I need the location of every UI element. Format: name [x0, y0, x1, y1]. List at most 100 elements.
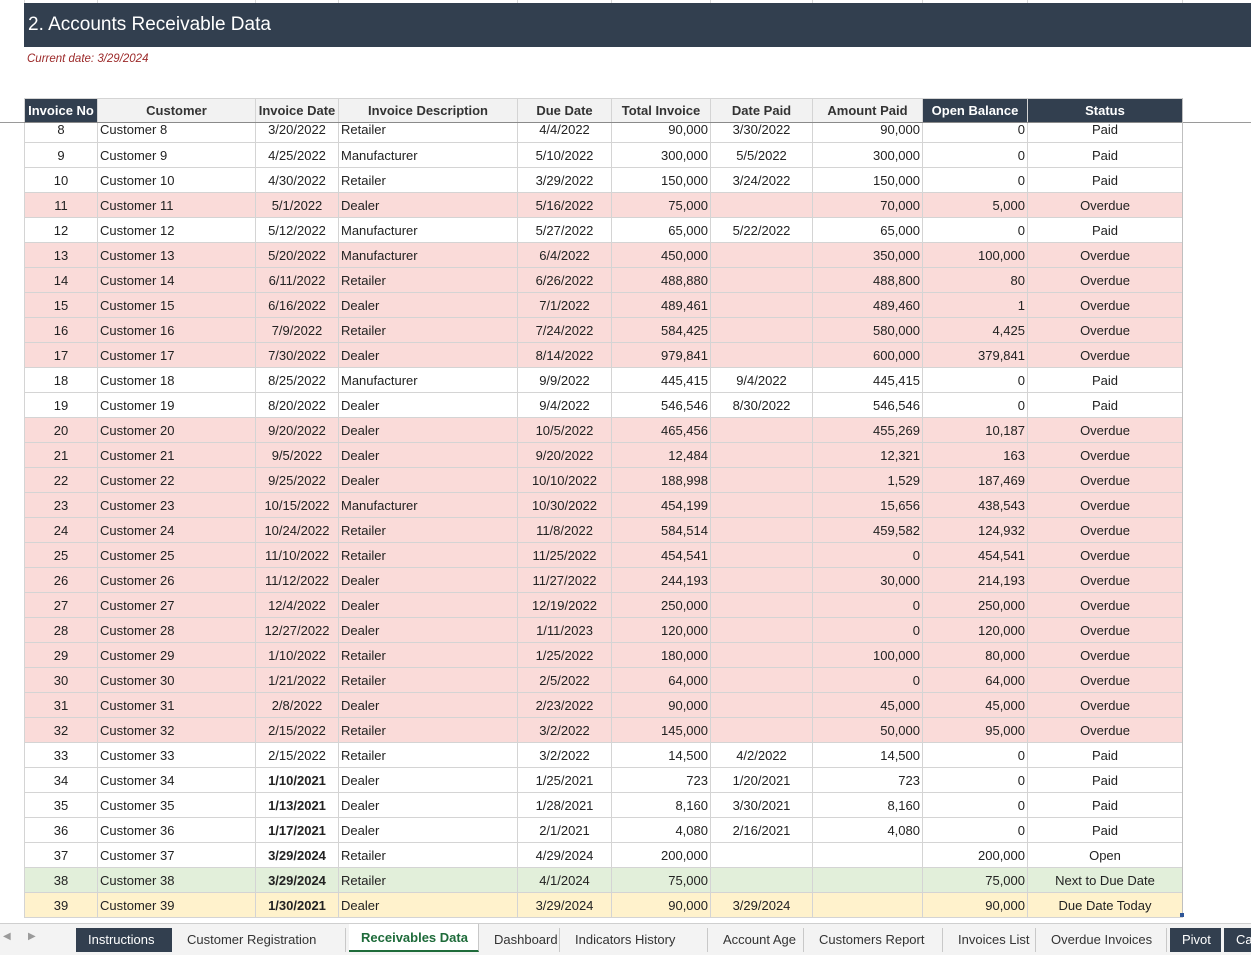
- cell-customer[interactable]: Customer 15: [97, 292, 256, 318]
- cell-status[interactable]: Paid: [1027, 167, 1183, 193]
- cell-amount-paid[interactable]: 70,000: [812, 192, 923, 218]
- cell-amount-paid[interactable]: [812, 892, 923, 918]
- cell-total-invoice[interactable]: 488,880: [611, 267, 711, 293]
- cell-status[interactable]: Paid: [1027, 367, 1183, 393]
- cell-status[interactable]: Paid: [1027, 742, 1183, 768]
- cell-date-paid[interactable]: [710, 517, 813, 543]
- cell-due-date[interactable]: 7/1/2022: [517, 292, 612, 318]
- cell-invoice-date[interactable]: 11/10/2022: [255, 542, 339, 568]
- cell-status[interactable]: Overdue: [1027, 517, 1183, 543]
- cell-invoice-description[interactable]: Retailer: [338, 867, 518, 893]
- cell-invoice-description[interactable]: Dealer: [338, 617, 518, 643]
- cell-invoice-no[interactable]: 36: [24, 817, 98, 843]
- cell-invoice-description[interactable]: Retailer: [338, 267, 518, 293]
- cell-date-paid[interactable]: [710, 542, 813, 568]
- cell-invoice-description[interactable]: Manufacturer: [338, 217, 518, 243]
- cell-total-invoice[interactable]: 145,000: [611, 717, 711, 743]
- cell-due-date[interactable]: 5/27/2022: [517, 217, 612, 243]
- cell-invoice-no[interactable]: 34: [24, 767, 98, 793]
- cell-open-balance[interactable]: 0: [922, 817, 1028, 843]
- cell-invoice-description[interactable]: Dealer: [338, 692, 518, 718]
- cell-status[interactable]: Paid: [1027, 392, 1183, 418]
- cell-amount-paid[interactable]: 90,000: [812, 122, 923, 143]
- cell-open-balance[interactable]: 0: [922, 767, 1028, 793]
- cell-status[interactable]: Paid: [1027, 217, 1183, 243]
- cell-invoice-no[interactable]: 21: [24, 442, 98, 468]
- cell-amount-paid[interactable]: 300,000: [812, 142, 923, 168]
- cell-date-paid[interactable]: [710, 717, 813, 743]
- cell-invoice-date[interactable]: 9/5/2022: [255, 442, 339, 468]
- cell-invoice-no[interactable]: 13: [24, 242, 98, 268]
- cell-invoice-date[interactable]: 8/25/2022: [255, 367, 339, 393]
- cell-amount-paid[interactable]: 0: [812, 542, 923, 568]
- cell-invoice-description[interactable]: Retailer: [338, 742, 518, 768]
- cell-invoice-no[interactable]: 23: [24, 492, 98, 518]
- cell-invoice-date[interactable]: 2/15/2022: [255, 742, 339, 768]
- cell-amount-paid[interactable]: 489,460: [812, 292, 923, 318]
- cell-due-date[interactable]: 1/25/2021: [517, 767, 612, 793]
- cell-invoice-description[interactable]: Dealer: [338, 417, 518, 443]
- cell-invoice-description[interactable]: Retailer: [338, 122, 518, 143]
- cell-amount-paid[interactable]: 65,000: [812, 217, 923, 243]
- sheet-tab-invoices-list[interactable]: Invoices List: [946, 928, 1036, 952]
- sheet-tab-account-age[interactable]: Account Age: [711, 928, 804, 952]
- cell-invoice-description[interactable]: Dealer: [338, 767, 518, 793]
- cell-date-paid[interactable]: [710, 567, 813, 593]
- cell-due-date[interactable]: 1/25/2022: [517, 642, 612, 668]
- cell-invoice-description[interactable]: Dealer: [338, 442, 518, 468]
- cell-invoice-description[interactable]: Retailer: [338, 517, 518, 543]
- cell-due-date[interactable]: 9/20/2022: [517, 442, 612, 468]
- cell-invoice-date[interactable]: 3/20/2022: [255, 122, 339, 143]
- cell-customer[interactable]: Customer 23: [97, 492, 256, 518]
- cell-invoice-description[interactable]: Retailer: [338, 167, 518, 193]
- cell-customer[interactable]: Customer 25: [97, 542, 256, 568]
- cell-customer[interactable]: Customer 12: [97, 217, 256, 243]
- cell-open-balance[interactable]: 163: [922, 442, 1028, 468]
- cell-date-paid[interactable]: [710, 342, 813, 368]
- cell-invoice-no[interactable]: 20: [24, 417, 98, 443]
- header-total-invoice[interactable]: Total Invoice: [611, 98, 711, 123]
- cell-total-invoice[interactable]: 450,000: [611, 242, 711, 268]
- cell-date-paid[interactable]: [710, 842, 813, 868]
- cell-total-invoice[interactable]: 250,000: [611, 592, 711, 618]
- cell-total-invoice[interactable]: 454,541: [611, 542, 711, 568]
- cell-amount-paid[interactable]: 8,160: [812, 792, 923, 818]
- header-status[interactable]: Status: [1027, 98, 1183, 123]
- cell-invoice-description[interactable]: Retailer: [338, 667, 518, 693]
- cell-due-date[interactable]: 11/8/2022: [517, 517, 612, 543]
- sheet-tab-receivables-data[interactable]: Receivables Data: [349, 924, 479, 952]
- cell-date-paid[interactable]: [710, 317, 813, 343]
- cell-open-balance[interactable]: 214,193: [922, 567, 1028, 593]
- cell-customer[interactable]: Customer 8: [97, 122, 256, 143]
- cell-customer[interactable]: Customer 17: [97, 342, 256, 368]
- cell-due-date[interactable]: 1/28/2021: [517, 792, 612, 818]
- cell-due-date[interactable]: 3/29/2022: [517, 167, 612, 193]
- cell-due-date[interactable]: 4/4/2022: [517, 122, 612, 143]
- cell-invoice-no[interactable]: 28: [24, 617, 98, 643]
- cell-invoice-no[interactable]: 29: [24, 642, 98, 668]
- cell-status[interactable]: Overdue: [1027, 442, 1183, 468]
- cell-date-paid[interactable]: 5/22/2022: [710, 217, 813, 243]
- cell-open-balance[interactable]: 75,000: [922, 867, 1028, 893]
- cell-invoice-description[interactable]: Dealer: [338, 392, 518, 418]
- cell-open-balance[interactable]: 438,543: [922, 492, 1028, 518]
- cell-invoice-no[interactable]: 10: [24, 167, 98, 193]
- cell-invoice-description[interactable]: Dealer: [338, 342, 518, 368]
- cell-invoice-no[interactable]: 39: [24, 892, 98, 918]
- cell-open-balance[interactable]: 124,932: [922, 517, 1028, 543]
- cell-invoice-date[interactable]: 1/21/2022: [255, 667, 339, 693]
- cell-total-invoice[interactable]: 723: [611, 767, 711, 793]
- cell-amount-paid[interactable]: 546,546: [812, 392, 923, 418]
- cell-due-date[interactable]: 10/10/2022: [517, 467, 612, 493]
- cell-invoice-date[interactable]: 7/9/2022: [255, 317, 339, 343]
- cell-invoice-date[interactable]: 4/30/2022: [255, 167, 339, 193]
- cell-invoice-date[interactable]: 2/8/2022: [255, 692, 339, 718]
- sheet-tab-overdue-invoices[interactable]: Overdue Invoices: [1039, 928, 1167, 952]
- cell-open-balance[interactable]: 45,000: [922, 692, 1028, 718]
- cell-open-balance[interactable]: 0: [922, 392, 1028, 418]
- cell-invoice-date[interactable]: 11/12/2022: [255, 567, 339, 593]
- cell-invoice-no[interactable]: 15: [24, 292, 98, 318]
- cell-customer[interactable]: Customer 24: [97, 517, 256, 543]
- cell-due-date[interactable]: 7/24/2022: [517, 317, 612, 343]
- cell-status[interactable]: Overdue: [1027, 667, 1183, 693]
